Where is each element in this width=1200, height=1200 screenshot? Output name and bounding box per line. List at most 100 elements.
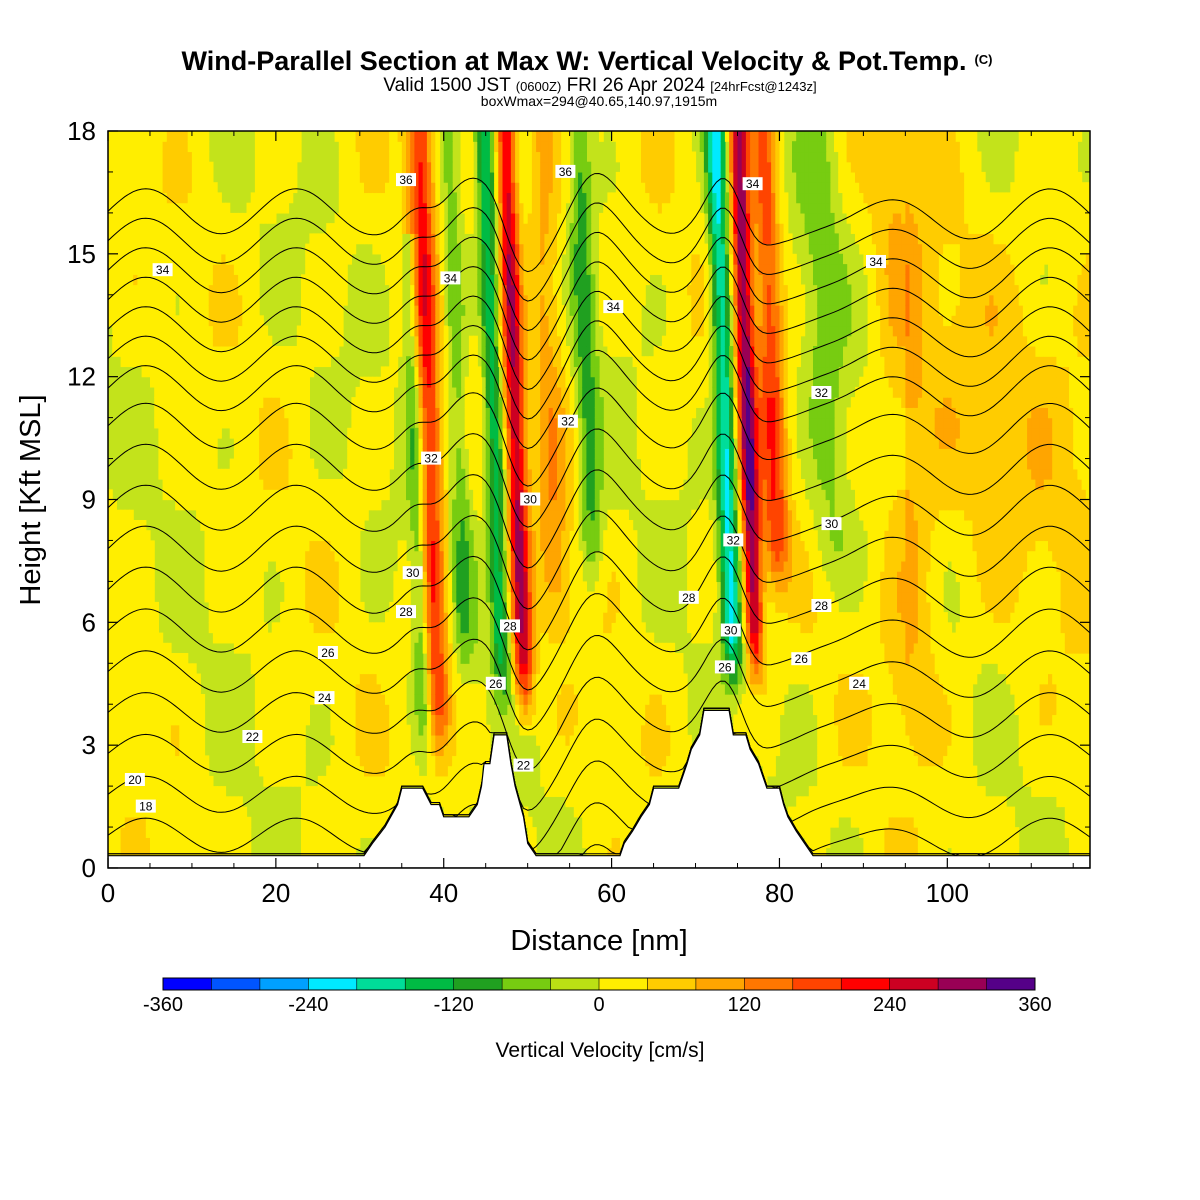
field-cell [141,581,147,593]
field-cell [246,386,252,398]
field-cell [133,847,138,859]
field-cell [166,765,172,777]
field-cell [284,346,290,357]
field-cell [229,223,235,234]
field-cell [280,151,285,163]
field-cell [141,141,147,153]
field-cell [439,520,445,531]
field-cell [435,653,441,664]
field-cell [351,223,357,234]
field-cell [221,212,227,224]
field-cell [443,427,449,439]
field-cell [418,479,424,490]
field-cell [494,663,499,675]
field-cell [179,458,185,470]
field-cell [322,663,327,675]
field-cell [393,642,399,654]
field-cell [347,161,352,173]
field-cell [326,622,331,634]
field-cell [334,253,340,265]
field-cell [271,479,277,490]
field-cell [460,499,466,511]
field-cell [141,673,147,685]
field-cell [426,540,432,552]
field-cell [150,694,155,705]
field-cell [158,755,164,767]
field-cell [288,520,294,531]
field-cell [473,775,478,787]
field-cell [401,734,407,746]
field-cell [393,755,399,767]
field-cell [489,202,495,214]
field-cell [179,366,185,378]
field-cell [426,346,432,357]
field-cell [385,479,390,490]
field-cell [275,509,281,521]
field-cell [204,182,210,194]
field-cell [502,325,508,337]
field-cell [112,601,117,613]
field-cell [410,243,415,255]
field-cell [330,714,336,726]
field-cell [389,622,394,634]
field-cell [116,694,122,705]
field-cell [284,765,290,777]
field-cell [431,202,436,214]
field-cell [317,806,323,818]
field-cell [355,704,361,716]
field-cell [263,335,269,347]
field-cell [372,714,378,726]
field-cell [196,233,201,245]
field-cell [141,694,147,705]
field-cell [284,417,290,429]
field-cell [187,223,193,234]
field-cell [170,346,176,357]
field-cell [515,509,520,521]
field-cell [170,847,176,859]
field-cell [267,161,273,173]
field-cell [292,397,298,408]
field-cell [120,786,126,797]
field-cell [133,704,138,716]
field-cell [443,591,449,603]
field-cell [267,171,273,183]
field-cell [221,202,227,214]
field-cell [456,448,462,460]
field-cell [343,151,348,163]
field-cell [284,386,290,398]
field-cell [250,192,256,204]
field-cell [456,346,462,357]
field-cell [410,427,415,439]
field-cell [515,366,520,378]
field-cell [292,131,298,142]
field-cell [162,151,168,163]
field-cell [112,765,117,777]
field-cell [133,601,138,613]
field-cell [112,182,117,194]
field-cell [305,816,310,828]
field-cell [506,274,512,286]
field-cell [498,284,504,296]
field-cell [179,734,185,746]
field-cell [271,683,277,695]
field-cell [212,612,218,623]
field-cell [217,499,222,511]
field-cell [208,786,214,797]
field-cell [217,489,222,501]
field-cell [343,704,348,716]
field-cell [494,356,499,368]
field-cell [238,305,243,316]
field-cell [389,734,394,746]
field-cell [204,499,210,511]
field-cell [510,581,516,593]
field-cell [183,734,189,746]
field-cell [208,223,214,234]
field-cell [238,479,243,490]
field-cell [435,427,441,439]
field-cell [426,642,432,654]
field-cell [191,202,197,214]
field-cell [229,417,235,429]
field-cell [242,520,248,531]
field-cell [439,786,445,797]
field-cell [422,264,428,275]
